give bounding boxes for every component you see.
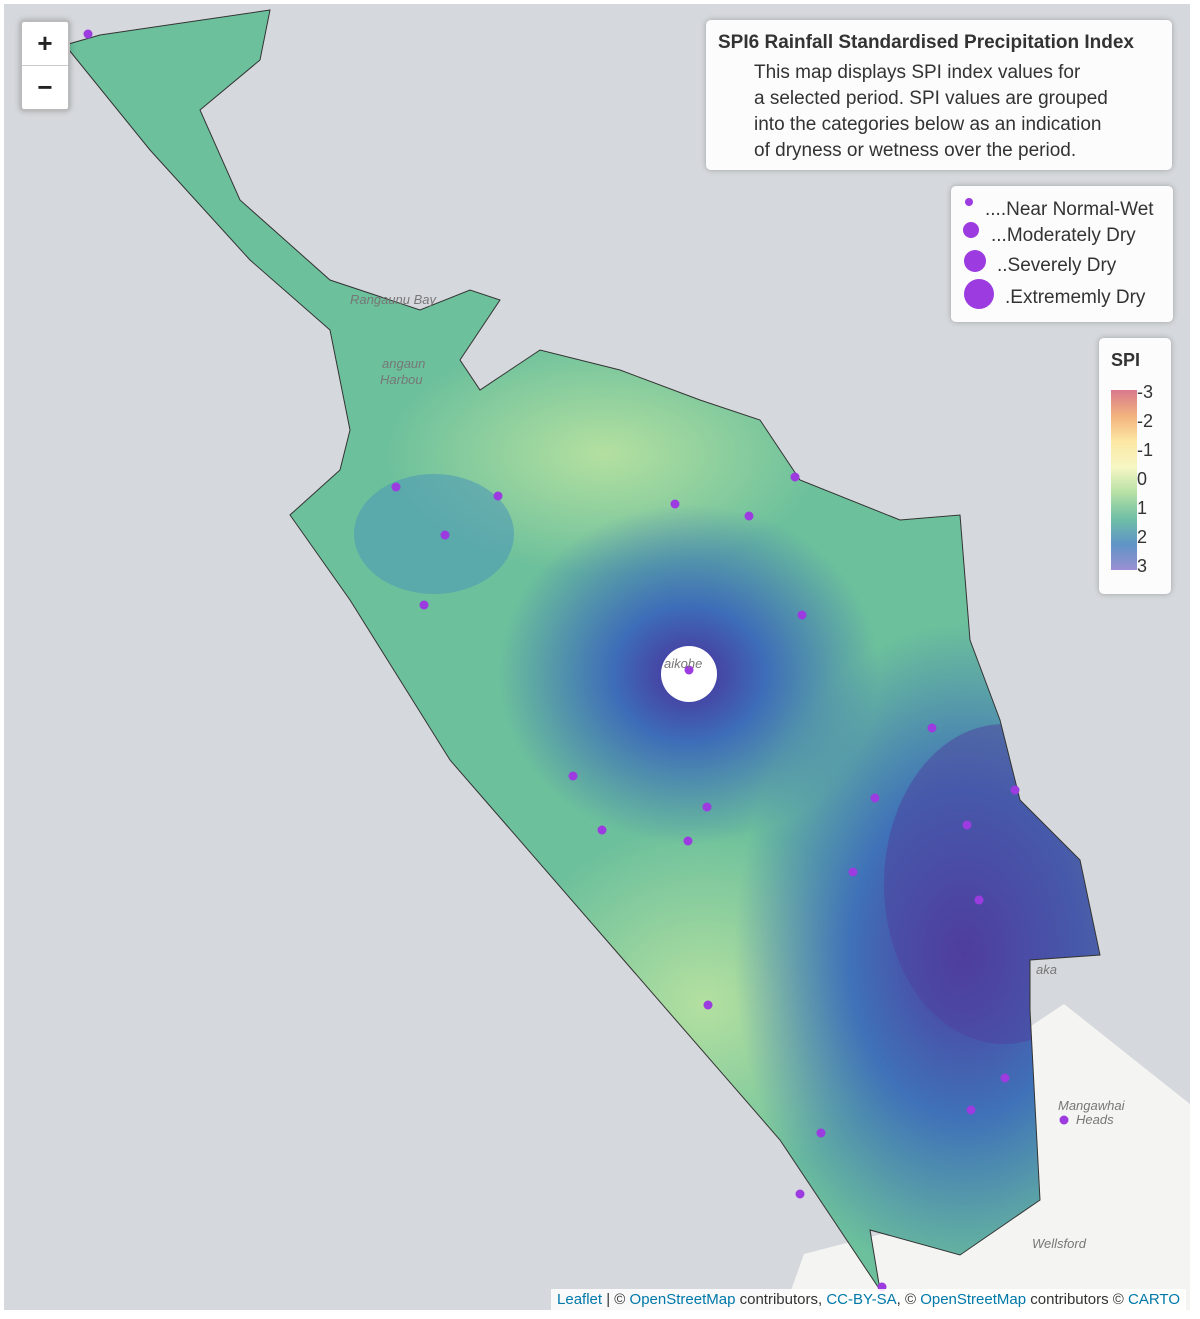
station-point <box>974 895 984 905</box>
station-point <box>83 29 93 39</box>
attribution-part[interactable]: Leaflet <box>557 1291 603 1308</box>
legend-label: .Extrememly Dry <box>1005 287 1146 308</box>
station-point <box>927 723 937 733</box>
station-point <box>870 793 880 803</box>
place-label: Harbou <box>380 372 423 387</box>
station-point <box>684 665 694 675</box>
station-point <box>683 836 693 846</box>
station-point <box>703 1000 713 1010</box>
place-label: Mangawhai <box>1058 1098 1125 1113</box>
color-legend-label: -3 <box>1137 382 1154 402</box>
attribution: Leaflet | © OpenStreetMap contributors, … <box>551 1289 1186 1310</box>
place-label: aka <box>1036 962 1057 977</box>
legend-label: ....Near Normal-Wet <box>985 199 1154 220</box>
info-title: SPI6 Rainfall Standardised Precipitation… <box>718 32 1134 53</box>
station-point <box>1000 1073 1010 1083</box>
legend-label: ...Moderately Dry <box>991 225 1136 246</box>
info-line: This map displays SPI index values for <box>754 62 1081 83</box>
attribution-part: , © <box>896 1291 921 1308</box>
station-point <box>391 482 401 492</box>
zoom-control: + − <box>20 20 70 111</box>
color-legend-label: -2 <box>1137 411 1154 431</box>
zoom-in[interactable]: + <box>37 28 53 58</box>
legend-symbol <box>965 198 973 206</box>
station-point <box>702 802 712 812</box>
station-point <box>744 511 754 521</box>
station-point <box>795 1189 805 1199</box>
station-point <box>493 491 503 501</box>
station-point <box>440 530 450 540</box>
info-line: a selected period. SPI values are groupe… <box>754 88 1108 109</box>
station-point <box>1010 785 1020 795</box>
station-point <box>966 1105 976 1115</box>
map[interactable]: Rangaunu Bay angaun Harbou aikohe aka Ma… <box>4 4 1190 1310</box>
attribution-part[interactable]: OpenStreetMap <box>920 1291 1027 1308</box>
color-legend-title: SPI <box>1111 350 1141 370</box>
color-legend-label: 0 <box>1137 469 1148 489</box>
attribution-part: contributors, <box>735 1291 827 1308</box>
zoom-out[interactable]: − <box>22 65 68 109</box>
color-legend-label: -1 <box>1137 440 1154 460</box>
color-legend-label: 3 <box>1137 556 1148 576</box>
color-legend-label: 1 <box>1137 498 1148 518</box>
place-label: Heads <box>1076 1112 1114 1127</box>
legend-label: ..Severely Dry <box>997 255 1117 276</box>
legend-symbol <box>964 279 994 309</box>
station-point <box>816 1128 826 1138</box>
size-legend: ....Near Normal-Wet ...Moderately Dry ..Se… <box>951 186 1173 322</box>
legend-symbol <box>964 250 986 272</box>
place-label: Wellsford <box>1032 1236 1086 1251</box>
station-point <box>419 600 429 610</box>
info-line: of dryness or wetness over the period. <box>754 140 1077 161</box>
legend-symbol <box>963 222 979 238</box>
attribution-part[interactable]: CC-BY-SA <box>826 1291 897 1308</box>
attribution-part[interactable]: CARTO <box>1128 1291 1180 1308</box>
station-point <box>1059 1115 1069 1125</box>
info-line: into the categories below as an indicati… <box>754 114 1102 135</box>
place-label: aikohe <box>664 656 703 671</box>
station-point <box>848 867 858 877</box>
attribution-part[interactable]: OpenStreetMap <box>629 1291 736 1308</box>
map-layer <box>64 9 1190 1310</box>
attribution-part: | © <box>602 1291 630 1308</box>
color-legend-label: 2 <box>1137 527 1148 547</box>
place-label: angaun <box>382 356 426 371</box>
color-legend: SPI -3 -2 -1 0 1 2 3 <box>1099 338 1171 594</box>
color-ramp <box>1111 390 1137 570</box>
station-point <box>670 499 680 509</box>
station-point <box>597 825 607 835</box>
station-point <box>797 610 807 620</box>
attribution-part: contributors © <box>1026 1291 1129 1308</box>
info-box: SPI6 Rainfall Standardised Precipitation… <box>706 20 1172 170</box>
station-point <box>962 820 972 830</box>
station-point <box>568 771 578 781</box>
place-label: Rangaunu Bay <box>350 292 437 307</box>
station-point <box>790 472 800 482</box>
